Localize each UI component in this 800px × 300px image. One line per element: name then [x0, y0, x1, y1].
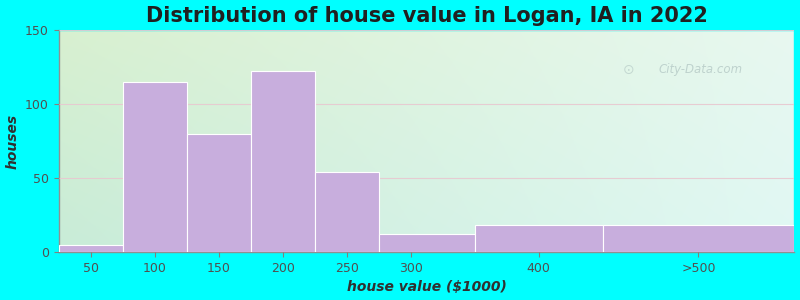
Bar — [58, 245, 122, 252]
Bar — [474, 226, 602, 252]
Bar — [602, 226, 794, 252]
Y-axis label: houses: houses — [6, 113, 19, 169]
Text: ⊙: ⊙ — [623, 63, 634, 77]
X-axis label: house value ($1000): house value ($1000) — [346, 280, 506, 294]
Bar — [314, 172, 378, 252]
Bar — [378, 234, 474, 252]
Bar — [122, 82, 186, 252]
Bar — [186, 134, 250, 252]
Bar — [250, 71, 314, 252]
Title: Distribution of house value in Logan, IA in 2022: Distribution of house value in Logan, IA… — [146, 6, 707, 26]
Text: City-Data.com: City-Data.com — [658, 63, 742, 76]
